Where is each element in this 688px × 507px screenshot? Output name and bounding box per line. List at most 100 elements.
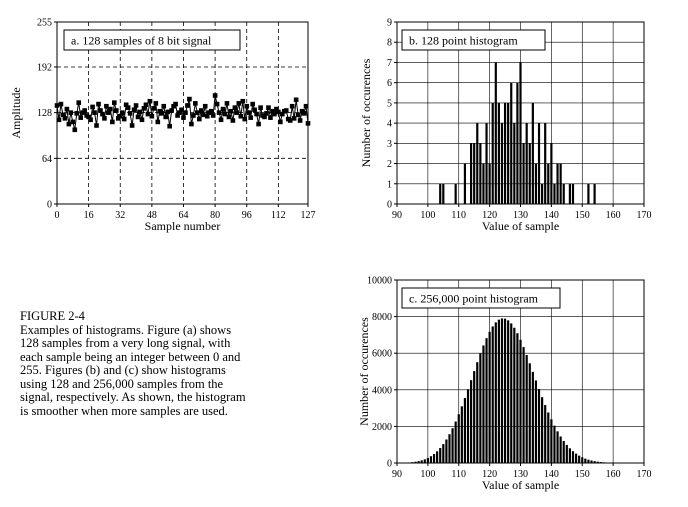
data-point [96, 101, 101, 107]
data-point [200, 112, 206, 118]
chart-title: a. 128 samples of 8 bit signal [71, 34, 212, 48]
histogram-bar [466, 389, 470, 463]
chart-title: b. 128 point histogram [409, 34, 518, 48]
data-point [293, 97, 299, 103]
data-point [254, 111, 259, 117]
data-point [76, 100, 82, 105]
x-tick-label: 160 [606, 210, 621, 221]
data-point [119, 110, 125, 115]
histogram-bar [531, 371, 534, 463]
data-point [287, 118, 293, 123]
data-point [226, 114, 232, 120]
data-point [248, 115, 253, 120]
y-tick-label: 4000 [372, 385, 392, 396]
chart-title: c. 256,000 point histogram [409, 292, 539, 306]
data-point [98, 108, 103, 113]
x-tick-label: 130 [513, 469, 528, 480]
caption-line: Examples of histograms. Figure (a) shows [20, 322, 232, 337]
y-axis-label: Amplitude [9, 87, 23, 138]
histogram-bar [507, 320, 510, 463]
y-tick-label: 3 [387, 139, 392, 150]
x-tick-label: 170 [637, 210, 652, 221]
data-point [127, 111, 133, 116]
histogram-bar [500, 123, 504, 204]
data-point [236, 101, 242, 106]
data-point [183, 110, 188, 115]
data-point [62, 116, 68, 121]
data-point [86, 114, 91, 120]
y-tick-label: 6000 [372, 349, 392, 360]
histogram-bar [482, 345, 485, 463]
histogram-bar [476, 362, 479, 463]
data-point [289, 103, 295, 109]
data-point [106, 110, 111, 115]
data-point [283, 108, 289, 113]
histogram-bar [442, 183, 445, 204]
histogram-bar [488, 331, 491, 463]
x-tick-label: 16 [84, 210, 94, 221]
data-point [159, 111, 165, 116]
data-point [113, 108, 119, 113]
histogram-bar [479, 353, 482, 463]
histogram-bar [568, 183, 571, 204]
y-tick-label: 7 [387, 58, 392, 69]
data-point [250, 101, 255, 107]
data-point [244, 103, 250, 109]
histogram-bar [522, 143, 525, 204]
caption-line: each sample being an integer between 0 a… [20, 349, 241, 364]
data-point [278, 119, 283, 125]
x-axis-label: Value of sample [482, 478, 559, 492]
data-point [167, 123, 172, 129]
histogram-bar [494, 322, 497, 463]
histogram-bar [460, 406, 463, 463]
histogram-bar [436, 451, 439, 463]
histogram-bar [429, 456, 433, 463]
data-point [110, 119, 115, 125]
x-tick-label: 0 [55, 210, 60, 221]
histogram-bar [556, 431, 559, 463]
y-axis-label: Number of occurences [357, 317, 371, 426]
histogram-bar [534, 380, 538, 463]
y-tick-label: 2 [387, 159, 392, 170]
data-point [139, 117, 145, 123]
y-tick-label: 0 [47, 200, 52, 211]
data-point [145, 111, 151, 117]
histogram-bar [541, 183, 544, 204]
histogram-bar [454, 183, 457, 204]
data-point [175, 113, 180, 118]
histogram-bar [519, 62, 522, 204]
data-point [272, 111, 277, 117]
chart-c: 90 100 110 120 130 140 150 160 170 0 2000 4000 6000 8… [357, 276, 652, 493]
data-point [189, 121, 194, 127]
data-point [303, 103, 309, 109]
histogram-bar [547, 412, 550, 463]
histogram-bar [454, 421, 457, 463]
chart-title-box [63, 29, 241, 51]
data-point [232, 105, 238, 110]
histogram-bar [503, 318, 507, 463]
histogram-bar [516, 333, 519, 463]
histogram-bar [544, 123, 547, 204]
histogram-bar [519, 339, 522, 463]
data-point [218, 117, 224, 123]
histogram-bar [497, 102, 500, 204]
data-point [82, 108, 87, 113]
histogram-bar [522, 347, 525, 463]
x-tick-label: 48 [147, 210, 157, 221]
data-point [268, 115, 273, 120]
histogram-bar [562, 440, 565, 463]
histogram-bar [593, 461, 596, 463]
data-point [246, 110, 252, 115]
x-tick-label: 32 [115, 210, 125, 221]
x-tick-label: 96 [242, 210, 252, 221]
histogram-bar [559, 436, 562, 463]
data-point [210, 113, 216, 118]
data-point [216, 110, 222, 115]
x-tick-label: 150 [575, 210, 590, 221]
histogram-bar [568, 448, 571, 463]
data-point [143, 102, 149, 108]
x-tick-label: 127 [301, 210, 316, 221]
data-point [163, 114, 169, 120]
y-tick-label: 0 [387, 459, 392, 470]
histogram-bar [463, 397, 467, 463]
